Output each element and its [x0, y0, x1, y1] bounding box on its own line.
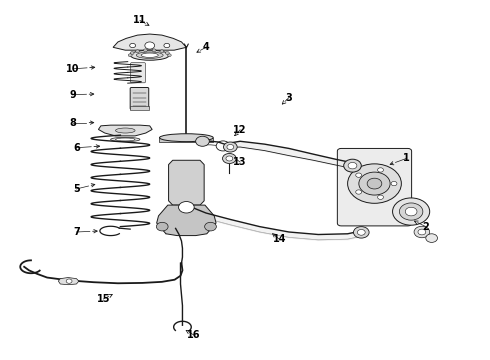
Circle shape	[418, 229, 426, 235]
Circle shape	[391, 181, 397, 186]
Text: 8: 8	[70, 118, 76, 128]
Polygon shape	[159, 138, 213, 142]
Circle shape	[145, 42, 155, 49]
Circle shape	[196, 136, 209, 146]
Circle shape	[205, 222, 217, 231]
Circle shape	[399, 203, 423, 220]
Circle shape	[405, 207, 417, 216]
Text: 7: 7	[73, 227, 80, 237]
Circle shape	[343, 159, 361, 172]
FancyBboxPatch shape	[131, 63, 146, 83]
Circle shape	[167, 54, 171, 57]
Circle shape	[223, 142, 237, 152]
Text: 9: 9	[70, 90, 76, 100]
Circle shape	[356, 173, 362, 177]
Polygon shape	[157, 205, 216, 235]
Circle shape	[378, 195, 384, 199]
Circle shape	[367, 178, 382, 189]
Text: 6: 6	[73, 143, 80, 153]
Text: 14: 14	[272, 234, 286, 244]
Polygon shape	[169, 160, 204, 205]
Ellipse shape	[159, 134, 213, 141]
Ellipse shape	[116, 138, 135, 141]
Circle shape	[353, 226, 369, 238]
Text: 12: 12	[233, 125, 247, 135]
Circle shape	[130, 51, 134, 54]
Circle shape	[227, 144, 234, 149]
Text: 10: 10	[66, 64, 80, 74]
Circle shape	[164, 43, 170, 48]
FancyBboxPatch shape	[130, 87, 149, 109]
Ellipse shape	[111, 137, 140, 141]
Text: 4: 4	[202, 42, 209, 52]
Circle shape	[378, 168, 384, 172]
Circle shape	[356, 190, 362, 194]
Circle shape	[166, 51, 169, 54]
Circle shape	[357, 229, 365, 235]
Circle shape	[152, 49, 156, 52]
Circle shape	[392, 198, 430, 225]
Polygon shape	[130, 107, 149, 110]
Circle shape	[347, 164, 401, 203]
Circle shape	[359, 172, 390, 195]
Ellipse shape	[141, 53, 158, 57]
Circle shape	[178, 202, 194, 213]
Text: 5: 5	[73, 184, 80, 194]
Ellipse shape	[136, 52, 163, 58]
Circle shape	[128, 54, 132, 57]
Ellipse shape	[130, 50, 169, 60]
Circle shape	[66, 279, 72, 283]
Polygon shape	[113, 34, 186, 50]
Circle shape	[226, 156, 233, 161]
Circle shape	[130, 43, 136, 48]
Text: 11: 11	[133, 15, 147, 26]
Circle shape	[348, 162, 357, 169]
FancyBboxPatch shape	[337, 148, 412, 226]
Text: 15: 15	[97, 294, 110, 304]
Circle shape	[414, 226, 430, 238]
Circle shape	[156, 222, 168, 231]
Polygon shape	[58, 278, 79, 285]
Circle shape	[144, 49, 147, 52]
Text: 16: 16	[187, 330, 200, 340]
Ellipse shape	[116, 128, 135, 133]
Circle shape	[222, 153, 236, 163]
Text: 1: 1	[403, 153, 410, 163]
Circle shape	[216, 141, 230, 151]
Text: 2: 2	[422, 222, 429, 231]
Text: 3: 3	[286, 93, 293, 103]
Circle shape	[160, 50, 164, 53]
Polygon shape	[98, 125, 152, 136]
Text: 13: 13	[233, 157, 247, 167]
Circle shape	[136, 50, 140, 53]
Circle shape	[426, 234, 438, 242]
